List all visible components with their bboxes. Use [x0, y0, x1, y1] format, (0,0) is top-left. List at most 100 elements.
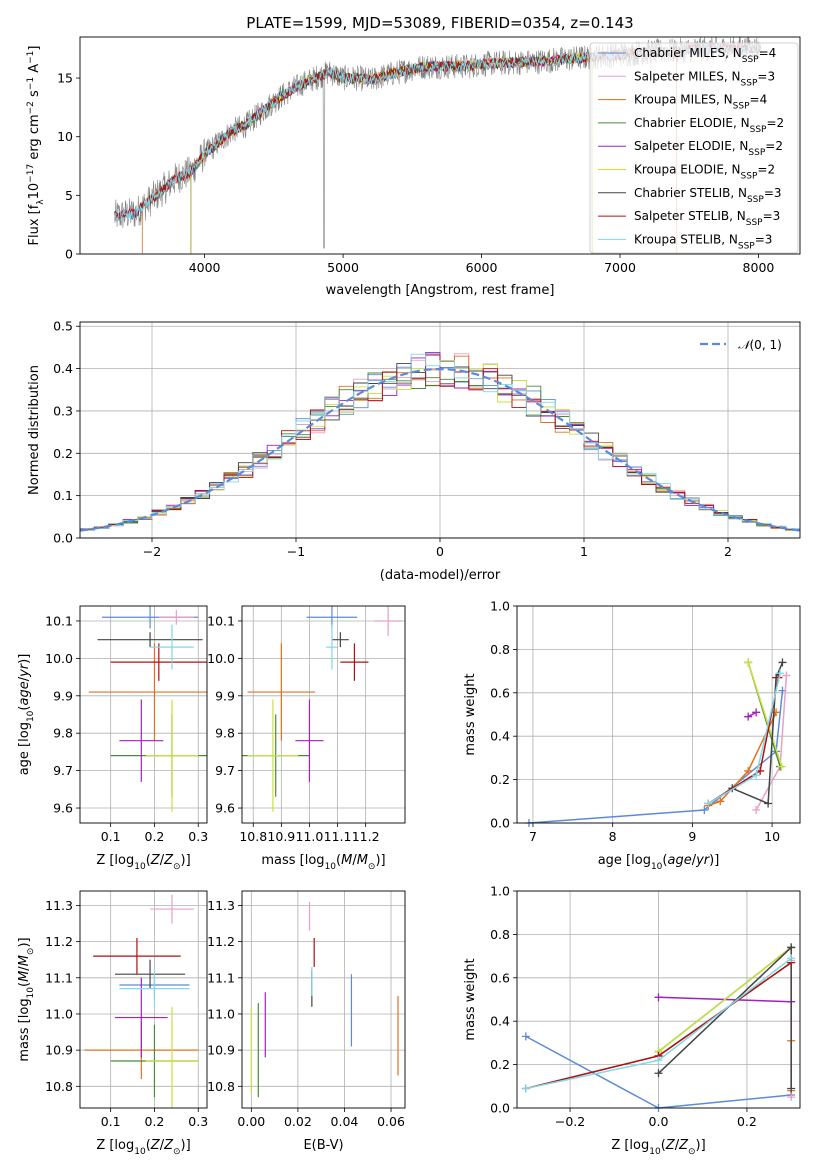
y-tick-label: 10.9	[45, 1043, 73, 1058]
x-tick-label: −1	[287, 544, 305, 559]
salpeter-stelib-weight-line	[707, 677, 780, 805]
x-tick-label: −2	[143, 544, 161, 559]
mass-weight-vs-z-panel: −0.2 0.0 0.2 0.0 0.2 0.4 0.6 0.8 1.0 Z [log10(Z/Z…	[463, 884, 801, 1157]
axes-frame	[241, 890, 406, 1109]
y-tick-label: 1.0	[490, 884, 510, 899]
x-tick-label: 9	[688, 829, 696, 844]
kroupa-miles-weight-marker	[716, 797, 725, 806]
y-tick-label: 10.8	[207, 1079, 235, 1094]
axes-frame	[79, 36, 801, 255]
axes-frame	[79, 890, 208, 1109]
axes-frame	[79, 605, 208, 824]
chabrier-stelib-weight-marker	[654, 1069, 663, 1078]
kroupa-stelib-weight-marker	[704, 799, 713, 808]
y-tick-label: 10	[57, 129, 73, 144]
chabrier-miles-weight-line	[525, 1035, 792, 1108]
kroupa-stelib-weight-marker	[521, 1084, 530, 1093]
x-tick-label: 0.2	[145, 1114, 165, 1129]
kroupa-stelib-weight-marker	[654, 1056, 663, 1065]
y-tick-label: 9.6	[53, 801, 73, 816]
age-vs-mass-panel: 10.8 10.9 11.0 11.1 11.2 9.6 9.7 9.8 9.9 10.0 10.1…	[207, 605, 406, 872]
y-tick-label: 0.8	[490, 927, 510, 942]
x-tick-label: 0.00	[237, 1114, 265, 1129]
y-tick-label: 11.1	[45, 970, 73, 985]
y-tick-label: 9.8	[53, 726, 73, 741]
kroupa-elodie-weight-marker	[744, 658, 753, 667]
y-tick-label: 0.0	[53, 531, 73, 546]
x-tick-label: 0.1	[101, 829, 121, 844]
salpeter-elodie-weight-line	[747, 711, 757, 718]
mass-weight-vs-z-x-axis-label: Z [log10(Z/Z⊙)]	[611, 1138, 705, 1157]
age-vs-mass-x-axis-label: mass [log10(M/M⊙)]	[261, 853, 385, 872]
y-tick-label: 11.3	[45, 898, 73, 913]
mass-weight-vs-z-y-axis-label: mass weight	[463, 958, 478, 1040]
y-tick-label: 9.7	[215, 763, 235, 778]
x-tick-label: 7000	[604, 260, 636, 275]
age-vs-z-panel: 0.1 0.2 0.3 9.6 9.7 9.8 9.9 10.0 10.1 Z [log10(Z/…	[17, 605, 208, 872]
x-tick-label: 4000	[189, 260, 221, 275]
chabrier-stelib-weight-line	[657, 945, 792, 1089]
kroupa-miles-weight-line	[708, 711, 777, 807]
axes-frame	[516, 890, 801, 1109]
axes-frame	[79, 321, 801, 539]
x-tick-label: 0.3	[188, 829, 208, 844]
axes-frame	[241, 605, 406, 824]
salpeter-elodie-weight-marker	[654, 993, 663, 1002]
axes-frame	[516, 605, 801, 824]
legend-entry: Kroupa MILES, NSSP=4	[634, 93, 767, 112]
kroupa-stelib-histogram	[80, 353, 800, 531]
y-tick-label: 10.1	[207, 613, 235, 628]
histogram-panel: −2 −1 0 1 2 0.0 0.1 0.2 0.3 0.4 0.5 𝒩(0, 1) (data-mo…	[27, 319, 801, 583]
mass-vs-z-y-axis-label: mass [log10(M/M⊙)]	[17, 937, 36, 1061]
salpeter-miles-weight-marker	[782, 671, 791, 680]
y-tick-label: 11.0	[45, 1006, 73, 1021]
y-tick-label: 1.0	[490, 599, 510, 614]
y-tick-label: 0.2	[490, 772, 510, 787]
x-tick-label: 8000	[743, 260, 775, 275]
x-tick-label: 10	[764, 829, 780, 844]
x-tick-label: 10.9	[267, 829, 295, 844]
y-tick-label: 0.2	[490, 1057, 510, 1072]
x-tick-label: 1	[580, 544, 588, 559]
x-tick-label: 6000	[466, 260, 498, 275]
legend-entry: Chabrier ELODIE, NSSP=2	[634, 116, 784, 135]
salpeter-elodie-weight-marker	[744, 712, 753, 721]
chabrier-stelib-weight-marker	[778, 658, 787, 667]
x-tick-label: 0.3	[188, 1114, 208, 1129]
mass-vs-z-panel: 0.1 0.2 0.3 10.8 10.9 11.0 11.1 11.2 11.3 Z [log1…	[17, 890, 208, 1157]
age-vs-z-x-axis-label: Z [log10(Z/Z⊙)]	[96, 853, 190, 872]
y-tick-label: 0.5	[53, 319, 73, 334]
y-tick-label: 11.2	[207, 934, 235, 949]
kroupa-elodie-weight-line	[658, 946, 792, 1053]
kroupa-stelib-weight-marker	[776, 669, 785, 678]
y-tick-label: 0.0	[490, 1101, 510, 1116]
x-tick-label: 0.1	[101, 1114, 121, 1129]
x-tick-label: 2	[724, 544, 732, 559]
y-tick-label: 0	[65, 247, 73, 262]
y-tick-label: 0.6	[490, 970, 510, 985]
legend-entry: Chabrier MILES, NSSP=4	[634, 46, 776, 65]
x-tick-label: 0.0	[649, 1114, 669, 1129]
salpeter-miles-weight-marker	[752, 805, 761, 814]
salpeter-stelib-histogram	[80, 354, 800, 531]
spectrum-x-axis-label: wavelength [Angstrom, rest frame]	[326, 283, 555, 298]
x-tick-label: 0.04	[331, 1114, 359, 1129]
kroupa-elodie-weight-line	[747, 662, 783, 767]
kroupa-elodie-weight-marker	[777, 762, 786, 771]
y-tick-label: 11.0	[207, 1006, 235, 1021]
chabrier-miles-weight-marker	[521, 1032, 530, 1041]
y-tick-label: 11.2	[45, 934, 73, 949]
y-tick-label: 11.1	[207, 970, 235, 985]
y-tick-label: 9.8	[215, 726, 235, 741]
x-tick-label: 0.02	[284, 1114, 312, 1129]
y-tick-label: 10.8	[45, 1079, 73, 1094]
legend-box	[589, 42, 799, 254]
gauss-legend-label: 𝒩(0, 1)	[738, 338, 782, 352]
kroupa-stelib-weight-marker	[787, 954, 796, 963]
x-tick-label: 0.2	[145, 829, 165, 844]
y-tick-label: 11.3	[207, 898, 235, 913]
chabrier-stelib-weight-marker	[787, 943, 796, 952]
salpeter-elodie-weight-marker	[752, 708, 761, 717]
chabrier-elodie-model-line	[190, 51, 593, 254]
